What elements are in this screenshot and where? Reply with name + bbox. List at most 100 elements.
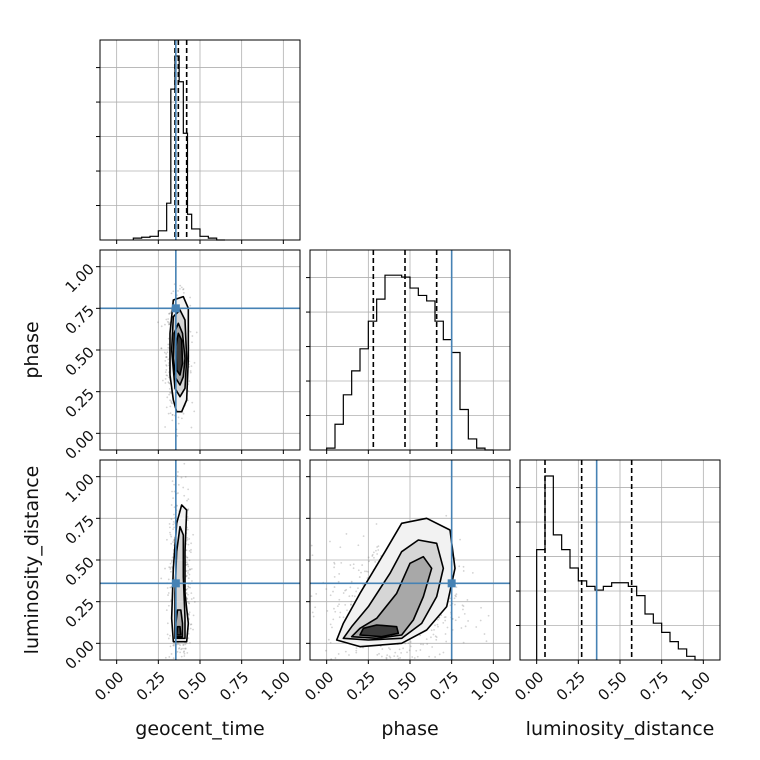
sample-point: [170, 653, 173, 655]
sample-point: [171, 556, 174, 559]
sample-point: [168, 523, 171, 525]
sample-point: [353, 595, 356, 598]
sample-point: [187, 508, 190, 511]
x-tick-label: 0.50: [384, 668, 420, 704]
sample-point: [168, 387, 171, 390]
sample-point: [192, 628, 194, 631]
sample-point: [182, 288, 184, 291]
sample-point: [333, 575, 336, 578]
sample-point: [193, 410, 196, 413]
sample-point: [434, 656, 436, 658]
sample-point: [182, 644, 185, 646]
sample-point: [371, 553, 374, 556]
sample-point: [397, 657, 400, 660]
sample-point: [333, 607, 335, 610]
sample-point: [170, 400, 173, 403]
sample-point: [188, 613, 190, 616]
sample-point: [180, 417, 183, 420]
sample-point: [187, 586, 190, 589]
sample-point: [170, 535, 173, 538]
sample-point: [177, 422, 180, 425]
sample-point: [186, 537, 189, 539]
sample-point: [454, 594, 457, 597]
sample-point: [186, 519, 189, 521]
x-tick-label: 0.75: [216, 668, 252, 704]
sample-point: [173, 643, 175, 646]
sample-point: [167, 381, 170, 384]
sample-point: [414, 668, 416, 670]
sample-point: [182, 651, 185, 653]
sample-point: [187, 637, 190, 640]
sample-point: [399, 656, 402, 659]
sample-point: [167, 318, 170, 320]
sample-point: [176, 672, 178, 674]
sample-point: [333, 563, 336, 565]
sample-point: [167, 592, 170, 594]
sample-point: [438, 653, 441, 656]
y-tick-label: 0.50: [62, 553, 98, 589]
sample-point: [350, 604, 352, 606]
sample-point: [166, 587, 169, 589]
sample-point: [333, 566, 335, 569]
sample-point: [171, 402, 173, 405]
sample-point: [168, 312, 171, 315]
sample-point: [462, 565, 465, 568]
sample-point: [186, 563, 189, 566]
sample-point: [332, 590, 334, 593]
sample-point: [168, 656, 171, 658]
sample-point: [180, 476, 183, 479]
sample-point: [396, 655, 399, 658]
sample-point: [190, 426, 193, 429]
sample-point: [190, 592, 193, 595]
sample-point: [167, 637, 170, 640]
sample-point: [336, 605, 339, 608]
sample-point: [187, 593, 189, 596]
sample-point: [189, 371, 192, 374]
sample-point: [333, 561, 336, 564]
sample-point: [166, 538, 168, 541]
sample-point: [418, 662, 420, 664]
sample-point: [409, 645, 412, 648]
x-tick-label: 1.00: [678, 668, 714, 704]
hist-geocent_time-panel: [96, 39, 301, 241]
sample-point: [170, 401, 173, 404]
sample-point: [173, 506, 176, 509]
sample-point: [176, 642, 179, 644]
sample-point: [326, 610, 329, 612]
sample-point: [361, 564, 364, 566]
sample-point: [169, 412, 172, 415]
sample-point: [362, 535, 365, 538]
sample-point: [312, 615, 315, 618]
sample-point: [338, 676, 340, 678]
sample-point: [327, 638, 330, 641]
sample-point: [385, 657, 388, 660]
sample-point: [187, 543, 190, 546]
sample-point: [381, 648, 384, 650]
sample-point: [406, 651, 408, 654]
sample-point: [187, 565, 190, 568]
sample-point: [166, 633, 169, 636]
sample-point: [407, 642, 410, 645]
sample-point: [172, 528, 175, 531]
sample-point: [355, 649, 358, 652]
sample-point: [430, 629, 433, 632]
x-tick-label: 0.00: [301, 668, 337, 704]
sample-point: [160, 347, 163, 350]
sample-point: [185, 642, 188, 644]
sample-point: [443, 616, 446, 619]
sample-point: [165, 364, 168, 366]
sample-point: [446, 626, 449, 629]
sample-point: [169, 562, 172, 565]
x-tick-label: 1.00: [468, 668, 504, 704]
sample-point: [329, 641, 332, 644]
sample-point: [173, 706, 175, 708]
sample-point: [391, 664, 393, 666]
sample-point: [191, 335, 194, 337]
sample-point: [325, 649, 327, 652]
sample-point: [428, 655, 431, 658]
sample-point: [189, 296, 192, 299]
sample-point: [350, 603, 352, 606]
sample-point: [179, 677, 181, 679]
sample-point: [172, 702, 174, 704]
sample-point: [187, 612, 190, 615]
